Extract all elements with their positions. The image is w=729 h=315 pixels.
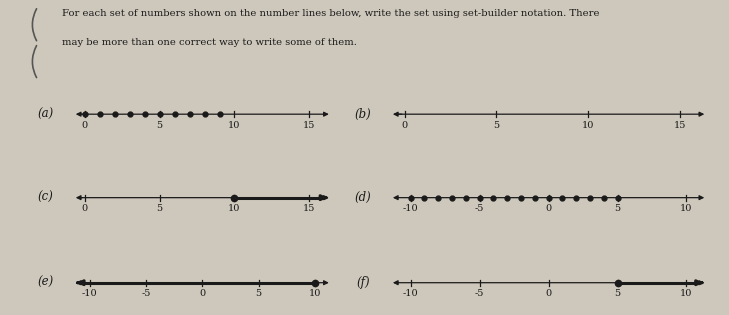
Text: 10: 10 [680,289,693,298]
Text: (d): (d) [355,191,371,204]
Text: (c): (c) [37,191,53,204]
Text: -5: -5 [475,204,484,213]
Text: 5: 5 [615,204,620,213]
Text: 15: 15 [674,121,686,130]
Text: 15: 15 [303,121,316,130]
Text: 5: 5 [255,289,262,298]
Text: 0: 0 [82,121,88,130]
Text: 0: 0 [82,204,88,213]
Text: 10: 10 [228,204,241,213]
Text: -5: -5 [475,289,484,298]
Text: 0: 0 [199,289,206,298]
Text: -10: -10 [82,289,98,298]
Text: may be more than one correct way to write some of them.: may be more than one correct way to writ… [62,38,356,47]
Text: 5: 5 [494,121,499,130]
Text: 15: 15 [303,204,316,213]
Text: 0: 0 [545,289,552,298]
Text: (b): (b) [355,108,371,121]
Text: 5: 5 [615,289,620,298]
Text: -10: -10 [403,289,418,298]
Text: 0: 0 [545,204,552,213]
Text: (a): (a) [37,108,53,121]
Text: 10: 10 [680,204,693,213]
Text: 10: 10 [228,121,241,130]
Text: 10: 10 [308,289,321,298]
Text: 5: 5 [157,204,163,213]
Text: -10: -10 [403,204,418,213]
Text: For each set of numbers shown on the number lines below, write the set using set: For each set of numbers shown on the num… [62,9,599,19]
Text: 0: 0 [402,121,408,130]
Text: 5: 5 [157,121,163,130]
Text: 10: 10 [582,121,594,130]
Text: -5: -5 [141,289,151,298]
Text: (f): (f) [356,276,370,289]
Text: (e): (e) [37,276,53,289]
